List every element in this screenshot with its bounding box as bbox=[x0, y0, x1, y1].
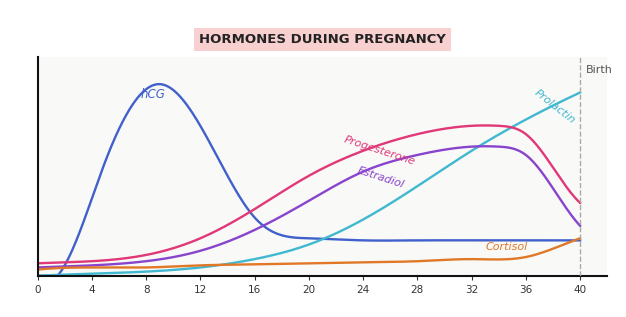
Text: Birth: Birth bbox=[585, 65, 612, 75]
Text: HORMONES DURING PREGNANCY: HORMONES DURING PREGNANCY bbox=[199, 33, 446, 46]
Text: Prolactin: Prolactin bbox=[533, 88, 577, 126]
Text: Estradiol: Estradiol bbox=[356, 166, 406, 191]
Text: Progesterone: Progesterone bbox=[343, 135, 416, 167]
Text: hCG: hCG bbox=[140, 88, 165, 101]
Text: Cortisol: Cortisol bbox=[485, 242, 527, 252]
